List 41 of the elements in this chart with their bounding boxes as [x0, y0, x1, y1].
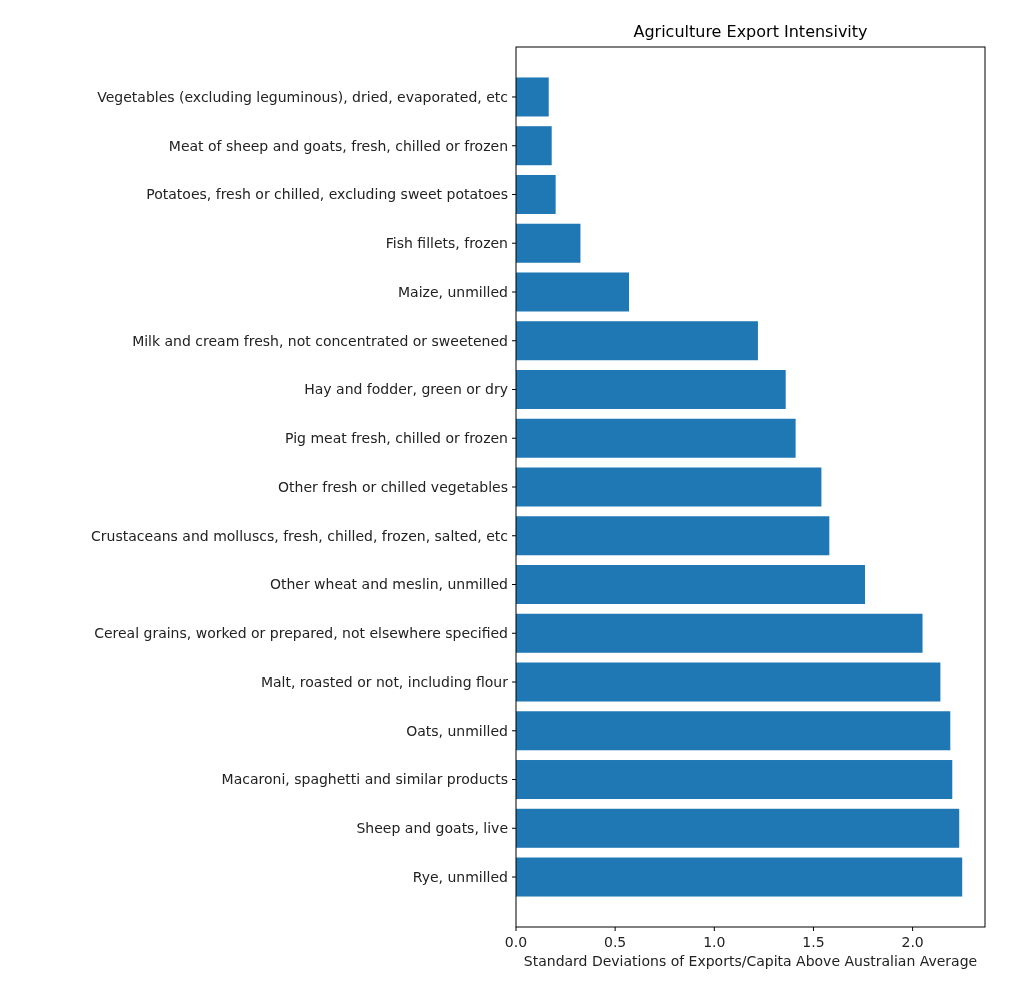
x-tick-label: 0.5	[604, 934, 627, 950]
x-tick-label: 2.0	[901, 934, 924, 950]
bar	[516, 418, 796, 458]
y-tick-label: Vegetables (excluding leguminous), dried, evaporated, etc	[97, 88, 508, 105]
chart-title: Agriculture Export Intensivity	[633, 22, 868, 41]
y-tick-label: Malt, roasted or not, including flour	[260, 673, 509, 690]
bar	[516, 662, 941, 702]
bar	[516, 369, 786, 409]
y-tick-label: Maize, unmilled	[398, 283, 508, 300]
y-tick-label: Macaroni, spaghetti and similar products	[221, 771, 508, 788]
x-tick-label: 0.0	[504, 934, 528, 950]
y-tick-label: Other wheat and meslin, unmilled	[269, 576, 508, 593]
bar	[516, 223, 581, 263]
bar	[516, 711, 951, 751]
bar	[516, 857, 963, 897]
bar	[516, 77, 549, 117]
bar	[516, 467, 822, 507]
bar	[516, 808, 960, 848]
y-tick-label: Meat of sheep and goats, fresh, chilled or frozen	[168, 137, 508, 154]
y-tick-label: Milk and cream fresh, not concentrated or sweetened	[132, 332, 508, 349]
bar	[516, 760, 953, 800]
y-tick-label: Potatoes, fresh or chilled, excluding sweet potatoes	[146, 186, 508, 203]
bar	[516, 272, 630, 312]
x-axis-title: Standard Deviations of Exports/Capita Above Australian Average	[523, 953, 978, 969]
bar	[516, 174, 556, 214]
bar	[516, 516, 830, 556]
y-tick-label: Rye, unmilled	[412, 868, 508, 885]
y-tick-label: Cereal grains, worked or prepared, not elsewhere specified	[94, 625, 508, 642]
y-tick-label: Sheep and goats, live	[356, 820, 508, 837]
y-tick-label: Fish fillets, frozen	[385, 235, 508, 252]
x-tick-label: 1.0	[703, 934, 726, 950]
y-tick-label: Other fresh or chilled vegetables	[278, 478, 508, 495]
bar	[516, 613, 923, 653]
y-tick-label: Crustaceans and molluscs, fresh, chilled, frozen, salted, etc	[91, 527, 508, 544]
x-tick-label: 1.5	[802, 934, 825, 950]
bar	[516, 565, 866, 605]
bar	[516, 321, 758, 361]
y-tick-label: Hay and fodder, green or dry	[304, 381, 508, 398]
bar	[516, 126, 552, 166]
y-tick-label: Oats, unmilled	[406, 722, 508, 739]
y-tick-label: Pig meat fresh, chilled or frozen	[285, 430, 508, 447]
